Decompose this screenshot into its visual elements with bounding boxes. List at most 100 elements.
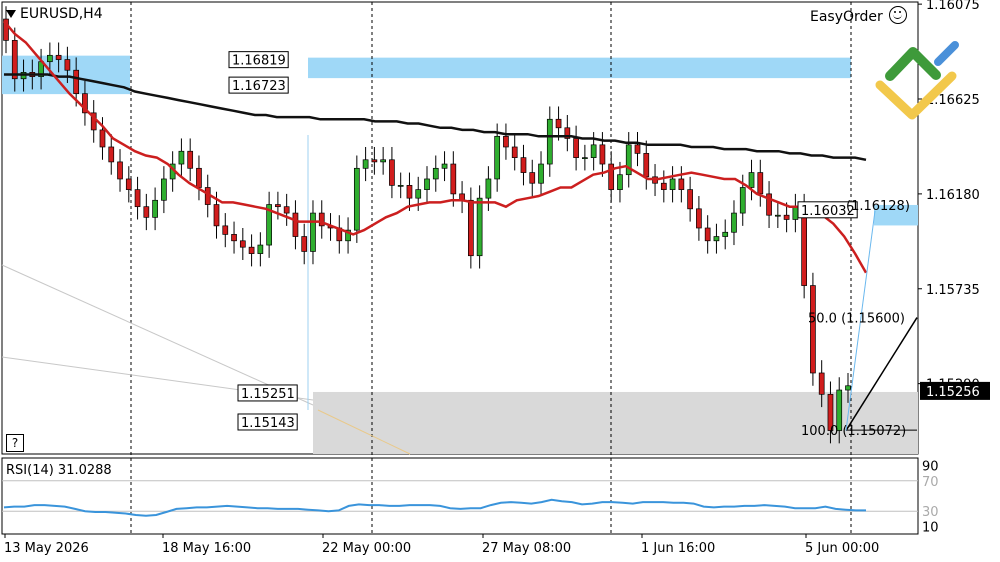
rsi-label: RSI(14) 31.0288 xyxy=(6,463,112,478)
candle xyxy=(555,106,562,141)
small-zone-label-box xyxy=(797,201,858,219)
candle xyxy=(836,377,843,444)
candle xyxy=(713,223,720,254)
easyorder-button[interactable]: EasyOrder xyxy=(810,6,908,25)
projection-line xyxy=(845,317,918,431)
smiley-icon xyxy=(889,6,908,24)
bear-candle-body xyxy=(564,127,571,139)
current-price-box xyxy=(920,381,990,400)
bear-candle-body xyxy=(529,172,536,184)
candle xyxy=(441,151,448,182)
candle xyxy=(766,181,772,228)
candle xyxy=(731,200,737,246)
bear-candle-body xyxy=(643,153,650,178)
symbol-title: EURUSD,H4 xyxy=(6,6,103,22)
bull-candle-body xyxy=(485,178,492,199)
candle xyxy=(459,181,465,214)
bull-candle-body xyxy=(546,118,553,165)
symbol-label: EURUSD,H4 xyxy=(20,6,103,22)
bull-candle-body xyxy=(257,244,264,254)
candle xyxy=(248,234,255,267)
bear-candle-body xyxy=(248,246,255,254)
resistance-zone xyxy=(308,57,851,79)
bear-candle-body xyxy=(11,40,18,80)
bear-candle-body xyxy=(555,118,562,129)
small-zone xyxy=(874,204,918,226)
candle xyxy=(283,193,290,226)
bear-candle-body xyxy=(827,393,834,431)
candle xyxy=(222,213,229,248)
bear-candle-body xyxy=(231,234,237,242)
time-tick-label: 13 May 2026 xyxy=(4,541,89,556)
support-top-label: 1.15251 xyxy=(241,387,295,402)
candle xyxy=(538,151,544,197)
bear-candle-body xyxy=(275,204,281,208)
candle xyxy=(818,360,825,408)
candle xyxy=(625,132,632,188)
rsi-tick-label: 70 xyxy=(922,475,939,490)
price-tick-label: 1.16075 xyxy=(926,0,980,13)
candle xyxy=(687,176,693,222)
candle xyxy=(353,155,360,243)
candle xyxy=(748,159,755,201)
candle xyxy=(362,146,369,182)
bear-candle-body xyxy=(634,144,641,154)
current-price-label: 1.15256 xyxy=(926,385,980,400)
time-tick-label: 1 Jun 16:00 xyxy=(641,541,715,556)
candle xyxy=(582,144,588,171)
candle xyxy=(152,187,158,231)
bull-candle-body xyxy=(362,159,369,169)
bear-candle-body xyxy=(213,204,220,227)
candle xyxy=(108,134,115,175)
ma-slow-line xyxy=(4,73,867,162)
bear-candle-body xyxy=(108,146,115,163)
support-zone xyxy=(313,391,918,454)
time-tick-label: 27 May 08:00 xyxy=(482,541,571,556)
bear-candle-body xyxy=(599,144,606,165)
candle xyxy=(450,151,457,207)
help-button[interactable]: ? xyxy=(6,434,24,452)
bear-candle-body xyxy=(757,172,764,195)
bear-candle-body xyxy=(318,212,325,227)
bull-candle-body xyxy=(397,185,404,187)
candle xyxy=(380,146,386,175)
candle xyxy=(389,146,395,199)
candle xyxy=(55,42,62,73)
candle xyxy=(608,151,615,203)
bull-candle-body xyxy=(713,236,720,242)
bear-candle-body xyxy=(520,157,527,173)
zone-bottom-label: 1.16723 xyxy=(232,79,286,94)
bull-candle-body xyxy=(476,197,483,257)
candle xyxy=(239,228,246,260)
bear-candle-body xyxy=(450,163,457,195)
bear-candle-body xyxy=(696,208,702,229)
candle xyxy=(231,221,237,254)
bull-candle-body xyxy=(424,178,430,190)
ma-fast-line xyxy=(3,20,868,274)
small-zone-label: 1.16032 xyxy=(801,204,855,219)
bear-candle-body xyxy=(406,185,413,199)
candle xyxy=(792,193,799,233)
bear-candle-body xyxy=(187,150,194,169)
bear-candle-body xyxy=(511,146,518,158)
bear-candle-body xyxy=(573,138,579,158)
time-tick-label: 22 May 00:00 xyxy=(322,541,411,556)
candle xyxy=(783,202,790,233)
time-tick-label: 5 Jun 00:00 xyxy=(805,541,879,556)
bear-candle-body xyxy=(222,225,229,235)
fib-blue-line xyxy=(845,210,876,431)
candle xyxy=(318,200,325,239)
candle xyxy=(143,193,150,231)
dropdown-arrow-icon[interactable] xyxy=(6,10,16,18)
bull-candle-body xyxy=(178,150,185,165)
bear-candle-body xyxy=(371,159,378,163)
candle xyxy=(424,166,430,203)
bull-candle-body xyxy=(669,178,676,190)
support-bottom-label-box xyxy=(237,413,298,431)
candle xyxy=(196,155,202,201)
candle xyxy=(643,140,650,190)
candle xyxy=(257,232,264,267)
bull-candle-body xyxy=(441,163,448,169)
